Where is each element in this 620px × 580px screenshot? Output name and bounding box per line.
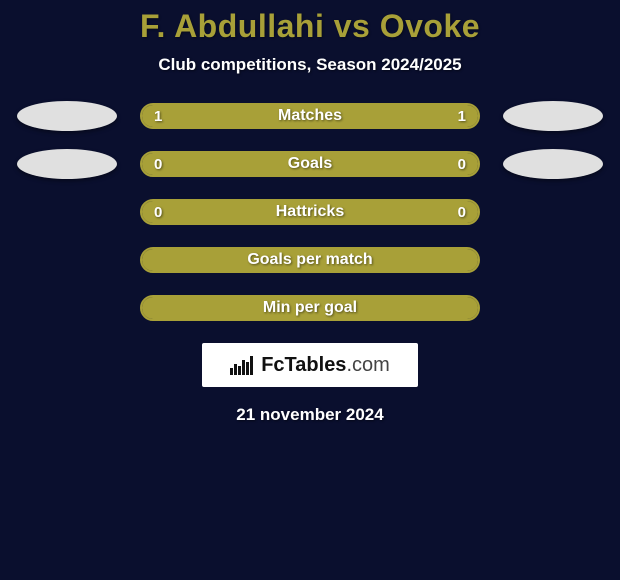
logo-text: FcTables.com <box>261 354 390 377</box>
fctables-logo: FcTables.com <box>202 343 418 387</box>
date-label: 21 november 2024 <box>0 405 620 425</box>
stat-bar: Min per goal <box>140 295 480 321</box>
player-avatar-left <box>17 101 117 131</box>
player-avatar-left <box>17 149 117 179</box>
stat-row: 0Hattricks0 <box>0 199 620 225</box>
chart-icon <box>230 355 253 375</box>
stat-label: Matches <box>142 105 478 127</box>
stat-row: Goals per match <box>0 247 620 273</box>
player-avatar-right <box>503 149 603 179</box>
stat-label: Goals <box>142 153 478 175</box>
avatar-slot-right <box>498 149 608 179</box>
avatar-slot-left <box>12 101 122 131</box>
logo-brand: FcTables <box>261 354 346 376</box>
stat-label: Hattricks <box>142 201 478 223</box>
stat-value-right: 0 <box>458 201 466 223</box>
player-avatar-right <box>503 101 603 131</box>
avatar-slot-left <box>12 149 122 179</box>
stat-bar: 0Goals0 <box>140 151 480 177</box>
page-title: F. Abdullahi vs Ovoke <box>0 8 620 45</box>
stat-row: 1Matches1 <box>0 103 620 129</box>
subtitle: Club competitions, Season 2024/2025 <box>0 55 620 75</box>
stat-row: 0Goals0 <box>0 151 620 177</box>
avatar-slot-right <box>498 101 608 131</box>
stat-bar: 1Matches1 <box>140 103 480 129</box>
stat-label: Min per goal <box>142 297 478 319</box>
stat-label: Goals per match <box>142 249 478 271</box>
stat-value-right: 1 <box>458 105 466 127</box>
stat-row: Min per goal <box>0 295 620 321</box>
stats-container: 1Matches10Goals00Hattricks0Goals per mat… <box>0 103 620 321</box>
stat-bar: Goals per match <box>140 247 480 273</box>
logo-suffix: .com <box>346 354 389 376</box>
stat-bar: 0Hattricks0 <box>140 199 480 225</box>
stat-value-right: 0 <box>458 153 466 175</box>
